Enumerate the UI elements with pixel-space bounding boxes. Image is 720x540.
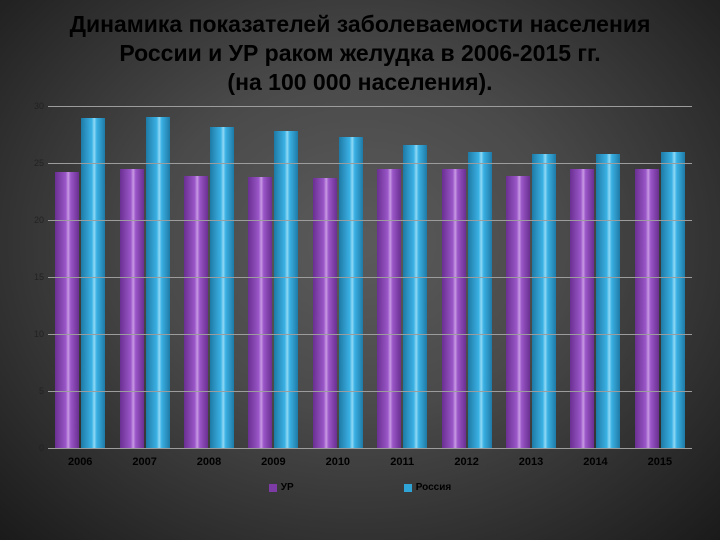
gridline (48, 220, 692, 221)
x-axis-label: 2013 (499, 456, 563, 468)
x-axis-label: 2011 (370, 456, 434, 468)
legend-label-russia: Россия (416, 482, 452, 493)
legend-swatch-russia (404, 484, 412, 492)
x-axis-label: 2009 (241, 456, 305, 468)
gridline (48, 106, 692, 107)
gridline (48, 334, 692, 335)
y-axis-label: 10 (22, 329, 44, 339)
y-axis-label: 15 (22, 272, 44, 282)
bar-ur (120, 169, 144, 448)
bar-russia (596, 154, 620, 448)
bar-russia (403, 145, 427, 448)
x-axis-label: 2008 (177, 456, 241, 468)
legend-label-ur: УР (281, 482, 294, 493)
chart-area: 2006200720082009201020112012201320142015… (20, 106, 700, 476)
x-axis-label: 2006 (48, 456, 112, 468)
bar-russia (210, 127, 234, 448)
gridline (48, 448, 692, 449)
x-axis-label: 2014 (563, 456, 627, 468)
gridline (48, 277, 692, 278)
plot-area: 2006200720082009201020112012201320142015… (48, 106, 692, 448)
bar-ur (442, 169, 466, 448)
bar-russia (661, 152, 685, 448)
bar-russia (468, 152, 492, 448)
title-line-1: Динамика показателей заболеваемости насе… (70, 11, 651, 37)
title-line-2: России и УР раком желудка в 2006-2015 гг… (119, 40, 600, 66)
bar-ur (570, 169, 594, 448)
legend-swatch-ur (269, 484, 277, 492)
x-axis-label: 2010 (306, 456, 370, 468)
y-axis-label: 5 (22, 386, 44, 396)
gridline (48, 391, 692, 392)
y-axis-label: 20 (22, 215, 44, 225)
title-line-3: (на 100 000 населения). (227, 69, 492, 95)
bar-ur (377, 169, 401, 448)
bar-russia (339, 137, 363, 448)
legend-item-ur: УР (269, 482, 294, 493)
bar-russia (532, 154, 556, 448)
bar-ur (248, 177, 272, 448)
y-axis-label: 0 (22, 443, 44, 453)
bar-ur (635, 169, 659, 448)
legend: УР Россия (0, 482, 720, 493)
bar-russia (274, 131, 298, 448)
bar-russia (146, 117, 170, 449)
x-axis-label: 2007 (112, 456, 176, 468)
bar-ur (506, 176, 530, 448)
bar-ur (313, 178, 337, 448)
legend-item-russia: Россия (404, 482, 452, 493)
bar-ur (55, 172, 79, 448)
y-axis-label: 25 (22, 158, 44, 168)
gridline (48, 163, 692, 164)
bar-russia (81, 118, 105, 449)
x-axis-label: 2015 (628, 456, 692, 468)
y-axis-label: 30 (22, 101, 44, 111)
x-axis-label: 2012 (434, 456, 498, 468)
chart-title: Динамика показателей заболеваемости насе… (0, 0, 720, 96)
bar-ur (184, 176, 208, 448)
